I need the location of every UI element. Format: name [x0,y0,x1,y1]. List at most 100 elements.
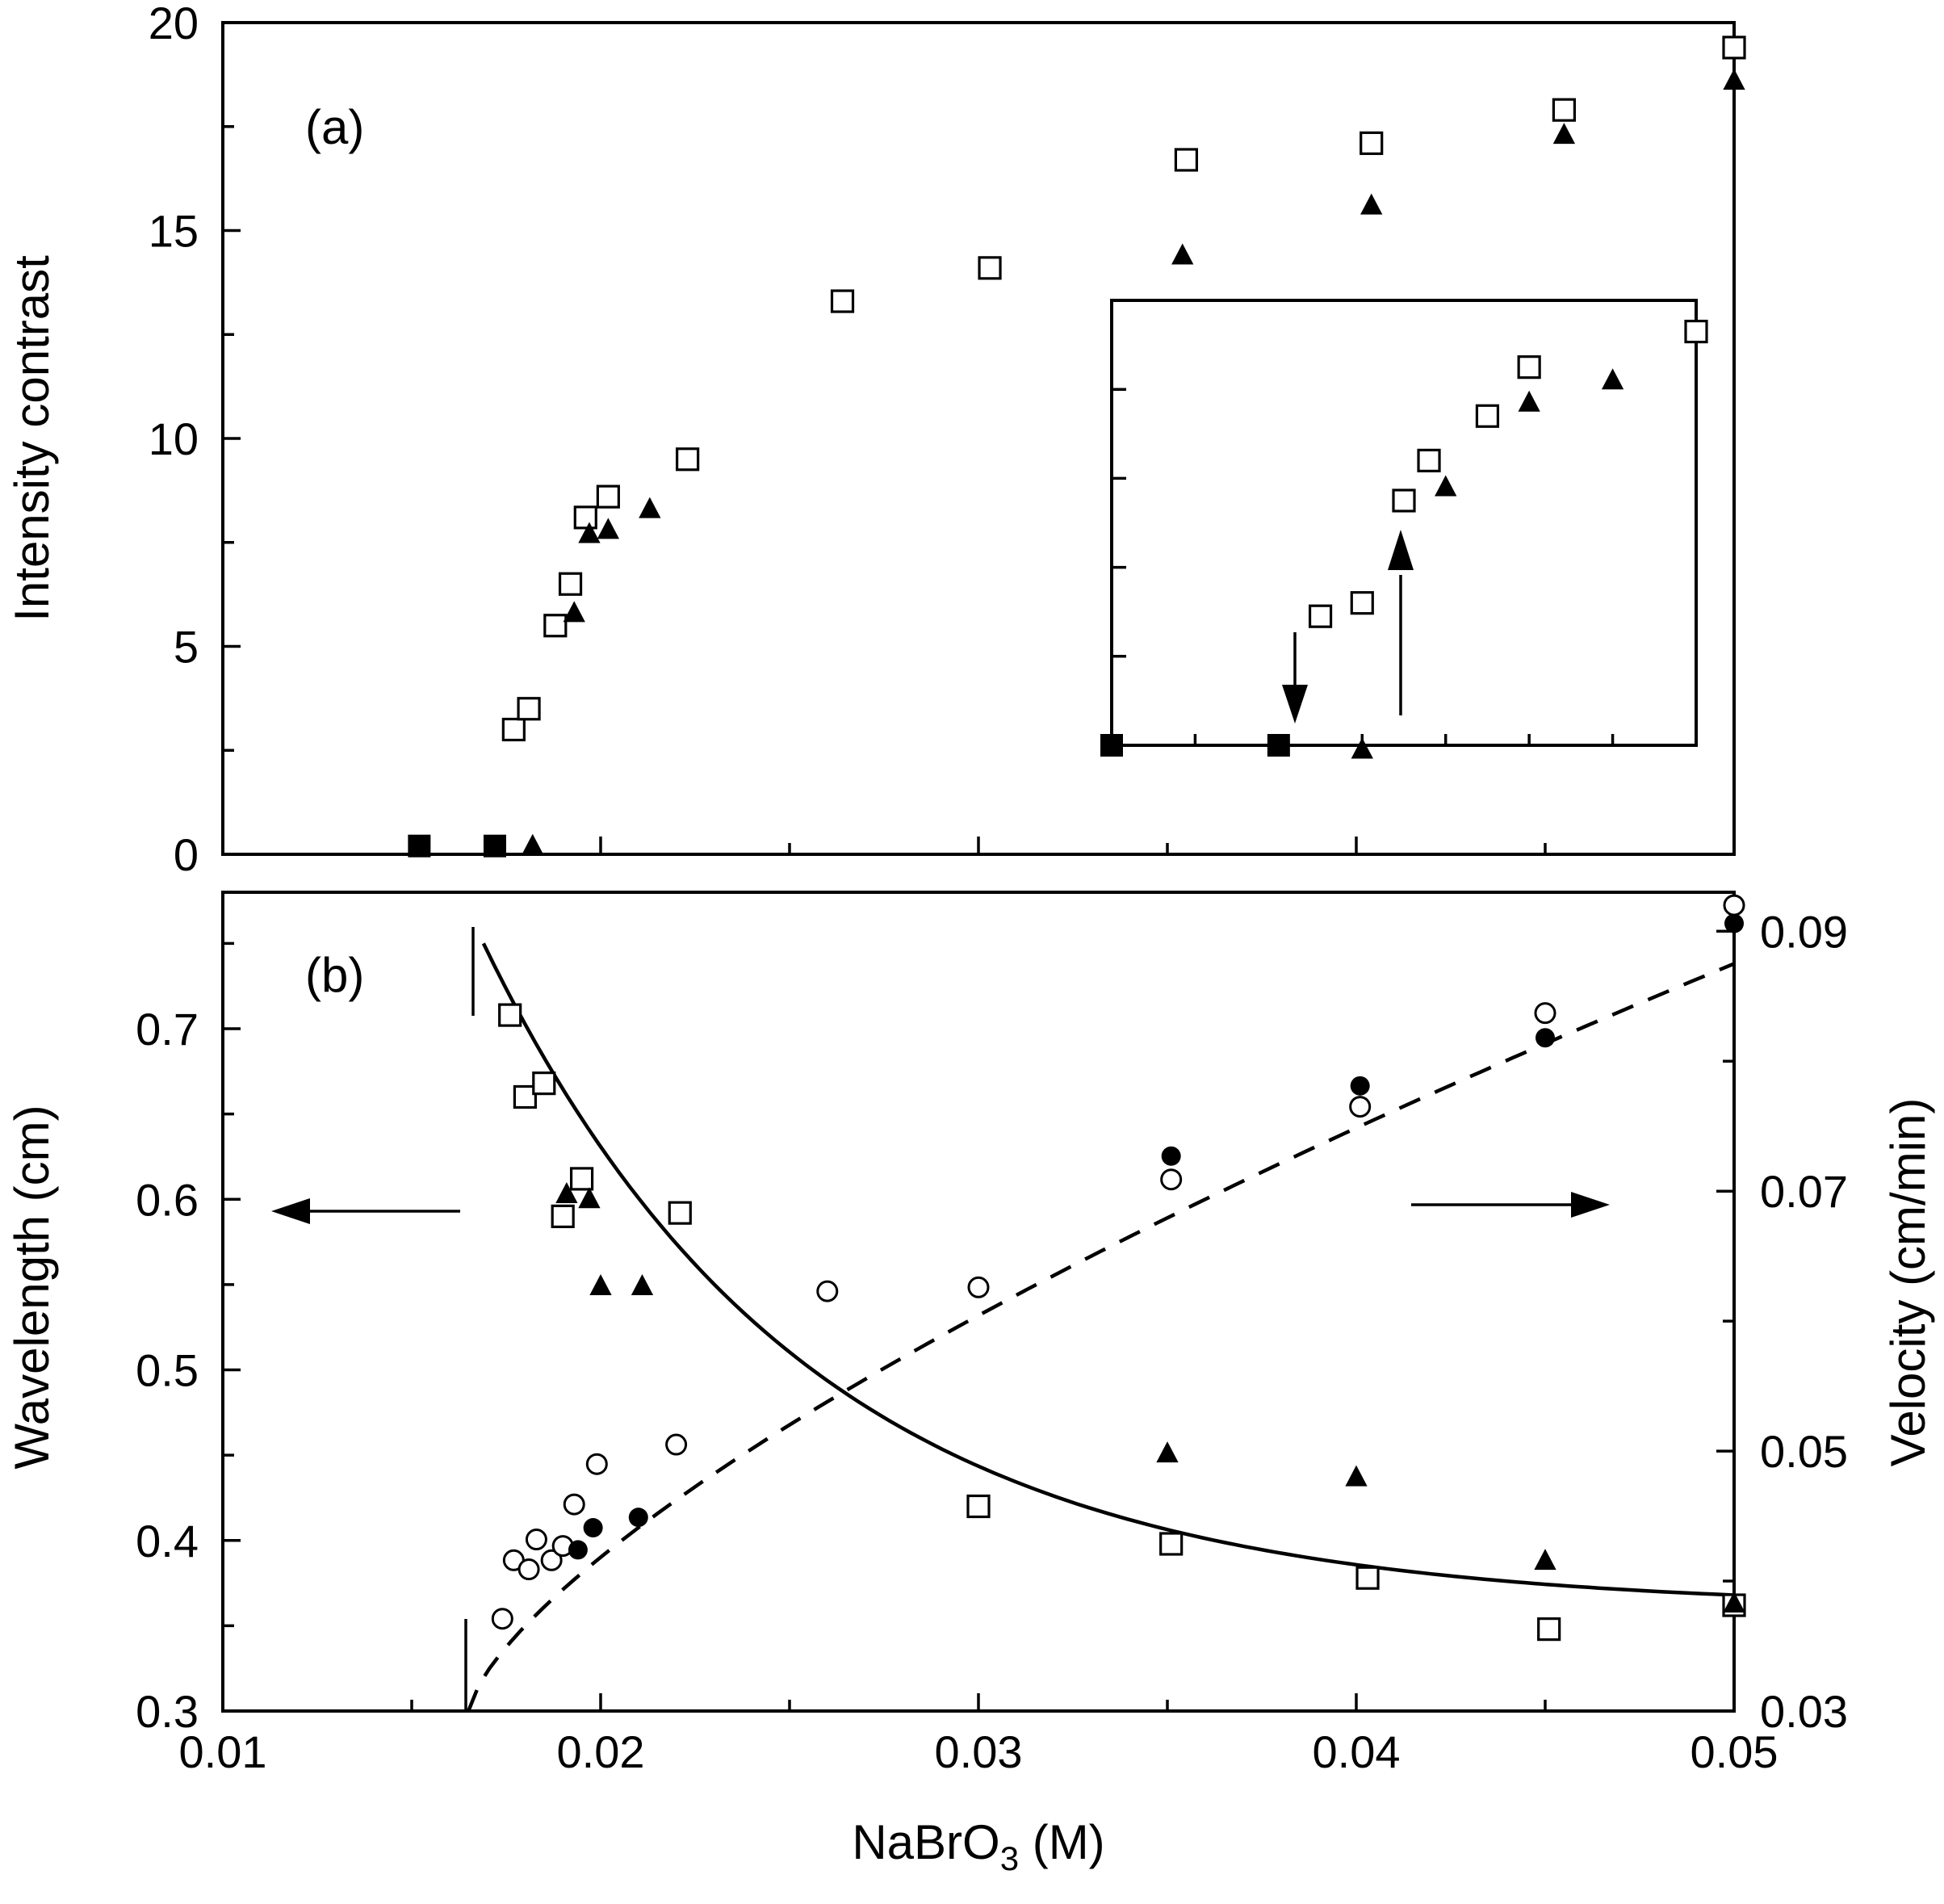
filled-triangle-point [1723,69,1745,90]
panel-a-ticks [223,125,1547,854]
x-axis-title: NaBrO3 (M) [852,1815,1104,1877]
filled-triangle-point [1345,1465,1368,1487]
panel-b-y2-tick-labels: 0.03 0.05 0.07 0.09 [1760,906,1848,1737]
left-arrow [271,1198,460,1224]
open-circle-point [1534,1002,1556,1025]
panel-b-y-axis-title: Wavelength (cm) [5,1105,59,1469]
inset-arrow-up [1388,530,1414,715]
panel-b-marks [491,894,1746,1642]
filled-triangle-point [563,601,585,623]
panel-b-frame [221,891,1736,1713]
open-square-point [558,572,583,596]
filled-circle-point [1536,1028,1555,1048]
inset-open-square-point [1308,604,1333,628]
y-tick-label: 5 [174,622,199,673]
open-circle-point [665,1433,688,1456]
filled-triangle-point [631,1274,654,1296]
inset-frame [1110,299,1698,747]
inset-marks [1100,319,1708,759]
inset-open-square-point [1392,489,1416,513]
y2-tick-label: 0.03 [1760,1686,1848,1737]
inset-filled-triangle-point [1601,368,1624,390]
open-square-point [1552,98,1577,122]
filled-square-point [408,834,431,858]
panel-a: 0 5 10 15 20 (a) Intensity contrast [5,0,1746,880]
panel-a-marks [408,36,1746,858]
panel-b-y2-axis-title: Velocity (cm/min) [1881,1098,1935,1467]
open-square-point [1174,148,1199,172]
y-tick-label: 0.7 [136,1004,199,1055]
inset-arrow-down [1282,632,1308,723]
y-tick-label: 0.4 [136,1516,199,1566]
inset-open-square-point [1684,319,1708,344]
panel-b-ticks [223,929,1734,1711]
open-circle-point [563,1493,585,1516]
panel-b-label: (b) [305,948,364,1002]
open-square-point [1159,1532,1184,1556]
x-tick-label: 0.01 [179,1726,267,1777]
open-circle-point [1723,894,1745,916]
open-square-point [966,1494,991,1519]
open-square-point [569,1167,594,1191]
x-tick-label: 0.04 [1313,1726,1401,1777]
y2-tick-label: 0.09 [1760,906,1848,957]
inset-filled-square-point [1100,734,1123,757]
panel-a-y-axis-title: Intensity contrast [5,255,59,622]
open-square-point [668,1201,692,1225]
filled-circle-point [568,1540,588,1560]
filled-triangle-point [1156,1441,1179,1463]
inset-ticks [1112,388,1615,745]
inset-filled-square-point [1267,734,1290,757]
panel-a-frame [221,21,1736,856]
open-square-point [978,256,1002,280]
inset-open-square-point [1517,355,1541,380]
velocity-fit-curve [467,962,1735,1712]
inset-open-square-point [1417,448,1441,472]
filled-triangle-point [522,833,544,855]
open-square-point [543,614,568,638]
filled-triangle-point [639,497,661,518]
filled-circle-point [583,1518,603,1538]
y-tick-label: 0.6 [136,1174,199,1225]
y-tick-label: 10 [149,413,199,464]
y-tick-label: 15 [149,206,199,257]
panel-b-y-tick-labels: 0.3 0.4 0.5 0.6 0.7 [136,1004,199,1737]
right-arrow [1411,1192,1610,1218]
inset [1100,299,1708,759]
filled-triangle-point [578,1187,601,1209]
filled-square-point [483,834,506,858]
filled-circle-point [628,1508,648,1528]
filled-circle-point [1350,1076,1370,1096]
filled-triangle-point [555,1181,578,1203]
y-tick-label: 0 [174,829,199,880]
open-square-point [1360,131,1384,155]
y2-tick-label: 0.07 [1760,1166,1848,1217]
y2-tick-label: 0.05 [1760,1426,1848,1477]
filled-circle-point [1161,1146,1181,1166]
y-tick-label: 20 [149,0,199,48]
y-tick-label: 0.3 [136,1686,199,1737]
open-circle-point [540,1549,563,1571]
panel-a-y-tick-labels: 0 5 10 15 20 [149,0,199,880]
x-tick-labels: 0.01 0.02 0.03 0.04 0.05 [179,1726,1779,1777]
filled-triangle-point [1534,1549,1556,1571]
panel-b: 0.3 0.4 0.5 0.6 0.7 0.03 0.05 0.07 0.09 0.01 0.0… [5,891,1935,1877]
open-circle-point [816,1280,839,1302]
open-square-point [498,1003,522,1027]
open-square-point [830,289,855,313]
filled-triangle-point [1723,1591,1745,1613]
x-tick-label: 0.03 [935,1726,1023,1777]
filled-triangle-point [1360,193,1383,215]
x-axis-title-main: NaBrO [852,1815,999,1869]
filled-triangle-point [1171,243,1194,265]
open-square-point [517,697,541,721]
open-square-point [596,484,620,509]
x-axis-title-subscript: 3 [1000,1839,1019,1877]
open-circle-point [525,1529,547,1551]
filled-triangle-point [589,1274,612,1296]
open-square-point [501,717,526,742]
y-tick-label: 0.5 [136,1345,199,1396]
inset-filled-triangle-point [1435,475,1457,497]
open-square-point [513,1084,538,1109]
